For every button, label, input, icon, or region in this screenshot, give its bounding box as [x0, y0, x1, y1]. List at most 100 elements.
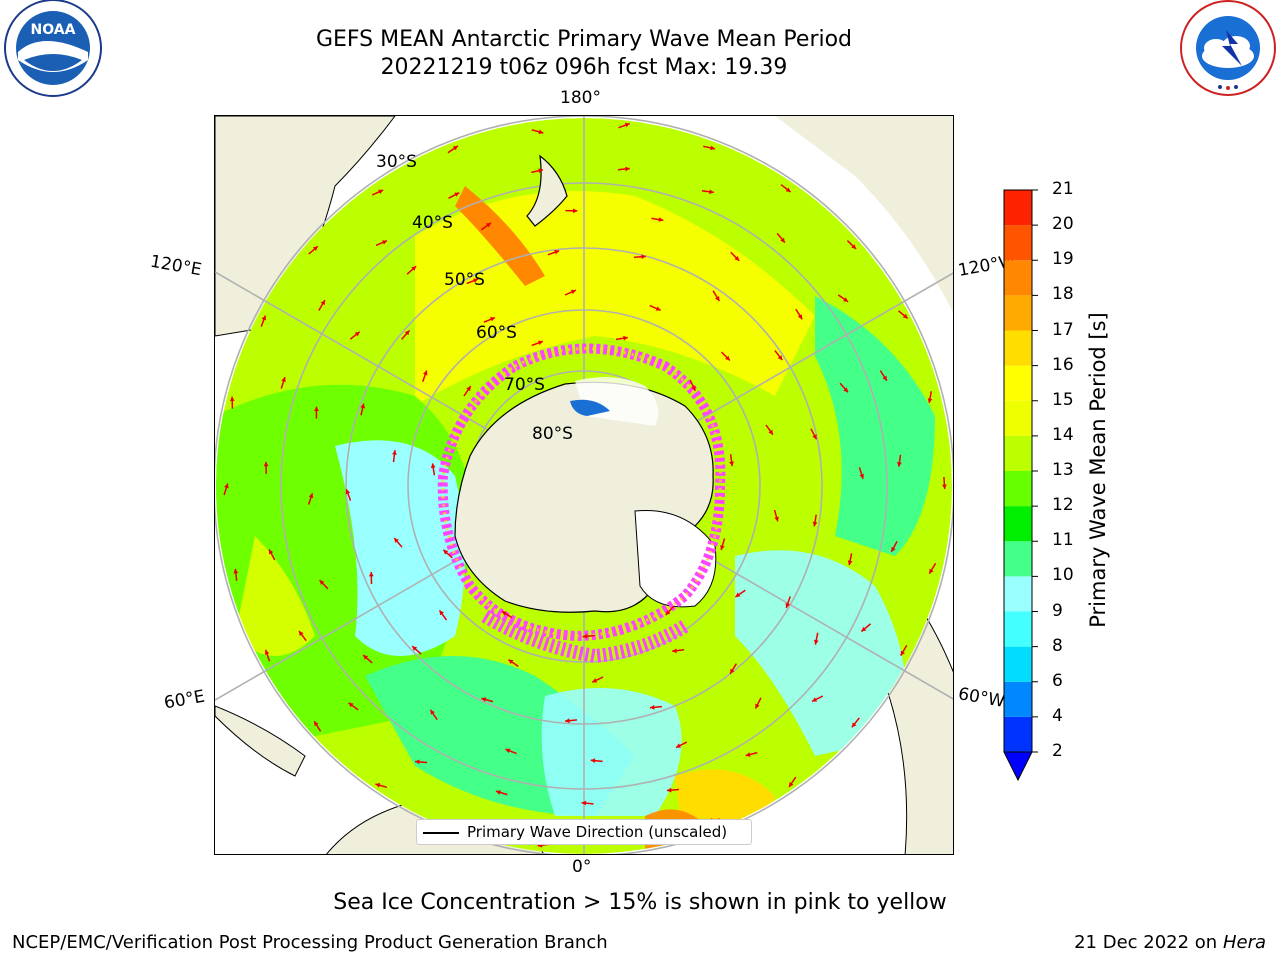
wave-arrow-head	[755, 703, 760, 709]
wave-arrow-head	[730, 668, 735, 674]
wave-arrow-head	[224, 483, 229, 489]
sea-ice-note: Sea Ice Concentration > 15% is shown in …	[333, 890, 947, 915]
colorbar-cell	[1004, 435, 1032, 471]
colorbar-cell	[1004, 330, 1032, 366]
wave-arrow-head	[851, 722, 857, 728]
wave-arrow-head	[538, 129, 544, 135]
wave-arrow-head	[847, 560, 853, 566]
wave-arrow-head	[745, 752, 751, 757]
lat-label-50s: 50°S	[444, 270, 485, 290]
wave-arrow-head	[843, 297, 849, 302]
wave-arrow-head	[573, 208, 578, 214]
wave-arrow-head	[665, 610, 671, 615]
wave-arrow-head	[861, 626, 867, 632]
new-zealand	[526, 154, 568, 227]
wave-arrow-head	[812, 697, 818, 702]
colorbar-label: Primary Wave Mean Period [s]	[1086, 312, 1110, 628]
wave-arrow-head	[710, 145, 715, 151]
wave-arrow-head	[439, 610, 444, 616]
wave-arrow-head	[691, 385, 696, 391]
wave-arrow-head	[715, 296, 720, 302]
wave-arrow-head	[430, 463, 436, 469]
map-panel	[214, 115, 954, 855]
wave-arrow-head	[570, 289, 576, 295]
wave-arrow-head	[774, 516, 779, 522]
wave-arrow-head	[269, 549, 274, 555]
wave-arrow-head	[658, 217, 664, 222]
colorbar-cell	[1004, 365, 1032, 401]
wave-arrow-head	[368, 572, 374, 577]
wave-arrow-head	[565, 718, 570, 724]
wave-arrow-head	[942, 484, 947, 489]
colorbar-cell	[1004, 646, 1032, 682]
lon-label-60w: 60°W	[956, 684, 1007, 712]
lon-label-120e: 120°E	[148, 251, 204, 281]
wave-direction-arrows	[223, 122, 947, 848]
wave-arrow-head	[314, 406, 319, 411]
chart-subtitle: 20221219 t06z 096h fcst Max: 19.39	[380, 55, 788, 80]
wave-period-field	[216, 118, 952, 854]
wave-arrow-head	[375, 782, 381, 788]
wave-arrow-head	[443, 549, 449, 555]
chart-title: GEFS MEAN Antarctic Primary Wave Mean Pe…	[315, 27, 853, 52]
wave-arrow-head	[789, 782, 794, 787]
colorbar-cell	[1004, 471, 1032, 507]
wave-arrow-head	[780, 237, 785, 243]
wave-arrow-head	[777, 355, 783, 361]
noaa-logo: NOAA	[4, 0, 102, 97]
antarctica	[454, 381, 714, 613]
wave-arrow-head	[768, 429, 773, 435]
wave-arrow-head	[360, 403, 366, 409]
wave-arrow-head	[538, 340, 543, 346]
colorbar-tick-label: 6	[1052, 670, 1063, 691]
wave-arrow-head	[382, 240, 387, 245]
colorbar-tick-label: 18	[1052, 284, 1074, 305]
wave-arrow-head	[927, 398, 933, 403]
colorbar-cell	[1004, 541, 1032, 577]
colorbar-cell	[1004, 681, 1032, 717]
wave-arrow-head	[709, 189, 714, 195]
colorbar-tick-label: 9	[1052, 600, 1063, 621]
wave-arrow-head	[720, 545, 725, 550]
wave-arrow-head	[423, 370, 428, 376]
wave-arrow-head	[902, 313, 908, 319]
colorbar-extend-triangle	[1003, 751, 1033, 782]
wave-arrow-head	[582, 633, 588, 639]
colorbar-tick-label: 19	[1052, 249, 1074, 270]
wave-arrow-head	[345, 489, 351, 495]
wave-arrow-head	[452, 145, 458, 151]
wave-arrow-head	[813, 639, 819, 645]
wave-arrow-head	[392, 450, 397, 455]
wave-arrow-head	[624, 122, 630, 128]
lat-label-80s: 80°S	[532, 424, 573, 444]
wave-arrow-head	[891, 546, 896, 552]
wave-arrow-head	[412, 646, 418, 651]
wave-arrow-head	[264, 649, 270, 655]
lat-label-60s: 60°S	[476, 323, 517, 343]
sea-ice-edge	[437, 343, 726, 664]
wave-arrow-head	[676, 743, 681, 748]
wave-arrow-head	[363, 655, 368, 660]
lon-label-0: 0°	[572, 857, 592, 877]
colorbar-cell	[1004, 190, 1032, 226]
noaa-logo-text: NOAA	[31, 22, 76, 38]
wave-arrow-head	[486, 222, 491, 228]
wave-arrow-head	[394, 538, 399, 543]
colorbar-cell	[1004, 295, 1032, 331]
wave-arrow-head	[897, 462, 902, 467]
colorbar-tick-label: 4	[1052, 705, 1063, 726]
wave-arrow-head	[495, 790, 501, 795]
wave-arrow-head	[882, 375, 887, 381]
wave-arrow-head	[554, 249, 560, 255]
wave-arrow-head	[308, 493, 314, 499]
polar-map	[215, 116, 953, 854]
wave-arrow-head	[473, 278, 478, 283]
lat-label-30s: 30°S	[376, 152, 417, 172]
wave-arrow-head	[508, 659, 514, 665]
wave-arrow-head	[812, 521, 818, 527]
wave-arrow-head	[666, 787, 672, 793]
wave-arrow-head	[312, 246, 318, 251]
wave-arrow-head	[354, 331, 360, 337]
colorbar-cell	[1004, 400, 1032, 436]
wave-arrow-head	[233, 568, 239, 574]
